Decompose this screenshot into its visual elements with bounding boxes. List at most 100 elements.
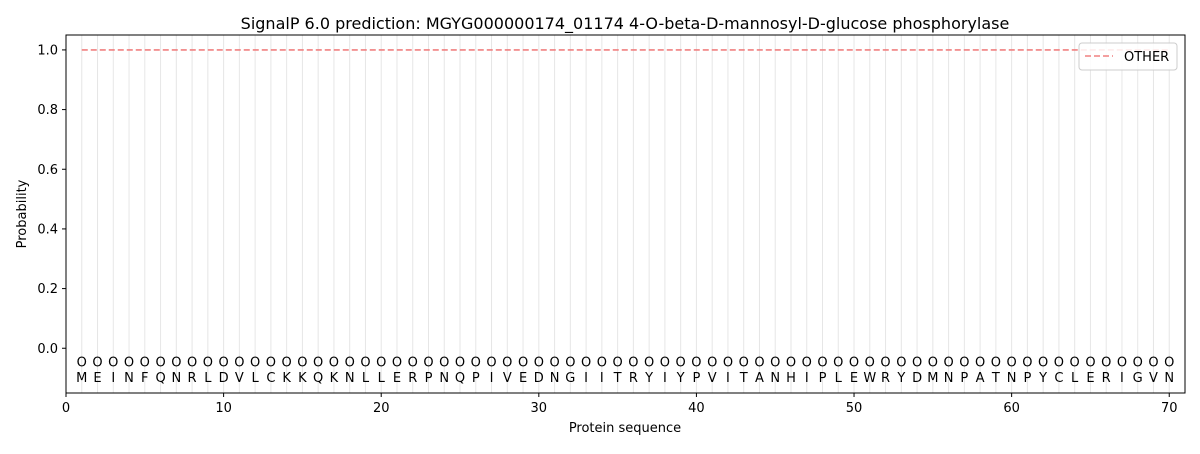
region-mark: O [218, 356, 228, 371]
region-mark: O [833, 356, 843, 371]
region-mark: O [187, 356, 197, 371]
sequence-residue: G [565, 371, 575, 386]
sequence-residue: V [1149, 371, 1158, 386]
region-mark: O [723, 356, 733, 371]
x-tick-label: 40 [688, 401, 705, 416]
region-mark: O [912, 356, 922, 371]
legend-label-other: OTHER [1124, 50, 1169, 65]
region-mark: O [250, 356, 260, 371]
sequence-residue: I [726, 371, 730, 386]
region-mark: O [660, 356, 670, 371]
region-mark: O [802, 356, 812, 371]
sequence-residue: E [850, 371, 858, 386]
sequence-residue: Y [896, 371, 905, 386]
plot-frame [65, 34, 1186, 394]
legend-box [1078, 42, 1178, 71]
sequence-residue: V [235, 371, 244, 386]
region-mark: O [959, 356, 969, 371]
sequence-residue: L [1071, 371, 1079, 386]
sequence-residue: D [534, 371, 544, 386]
sequence-residue: K [298, 371, 307, 386]
region-mark: O [676, 356, 686, 371]
region-mark: O [234, 356, 244, 371]
sequence-residue: L [378, 371, 386, 386]
sequence-residue: P [472, 371, 480, 386]
region-mark: O [880, 356, 890, 371]
region-mark: O [486, 356, 496, 371]
region-mark: O [313, 356, 323, 371]
region-mark: O [534, 356, 544, 371]
sequence-residue: Q [313, 371, 323, 386]
sequence-residue: E [519, 371, 527, 386]
sequence-residue: Q [455, 371, 465, 386]
sequence-residue: T [739, 371, 748, 386]
region-mark: O [1070, 356, 1080, 371]
sequence-residue: E [93, 371, 101, 386]
x-axis-label: Protein sequence [569, 421, 681, 436]
sequence-residue: R [408, 371, 417, 386]
region-mark: O [124, 356, 134, 371]
sequence-residue: N [770, 371, 780, 386]
region-mark: O [644, 356, 654, 371]
region-mark: O [707, 356, 717, 371]
sequence-residue: Y [1038, 371, 1047, 386]
region-mark: O [408, 356, 418, 371]
sequence-residue: V [503, 371, 512, 386]
region-mark: O [1007, 356, 1017, 371]
region-mark: O [1101, 356, 1111, 371]
region-mark: O [392, 356, 402, 371]
sequence-residue: I [663, 371, 667, 386]
y-axis-label: Probability [15, 179, 30, 248]
legend: OTHER [1078, 42, 1178, 71]
region-mark: O [1117, 356, 1127, 371]
sequence-residue: Q [155, 371, 165, 386]
region-mark: O [1133, 356, 1143, 371]
region-mark: O [155, 356, 165, 371]
x-tick-label: 20 [373, 401, 390, 416]
region-mark: O [817, 356, 827, 371]
sequence-residue: N [944, 371, 954, 386]
x-axis: 0 10 20 30 40 50 60 70 [62, 393, 1178, 416]
region-mark: O [613, 356, 623, 371]
sequence-residue: R [1102, 371, 1111, 386]
y-tick-label: 1.0 [37, 43, 58, 58]
sequence-residue: P [693, 371, 701, 386]
region-mark: O [1038, 356, 1048, 371]
sequence-residue: N [124, 371, 134, 386]
sequence-residue: H [786, 371, 796, 386]
x-tick-label: 60 [1003, 401, 1020, 416]
region-mark: O [691, 356, 701, 371]
sequence-residue: A [755, 371, 764, 386]
sequence-residue: N [439, 371, 449, 386]
x-tick-label: 10 [215, 401, 232, 416]
sequence-residue: E [1086, 371, 1094, 386]
x-tick-label: 30 [531, 401, 548, 416]
region-mark: O [171, 356, 181, 371]
sequence-residue: L [835, 371, 843, 386]
sequence-residue: I [584, 371, 588, 386]
region-mark: O [581, 356, 591, 371]
region-mark: O [1148, 356, 1158, 371]
region-mark: O [991, 356, 1001, 371]
sequence-residue: R [629, 371, 638, 386]
sequence-residue: P [960, 371, 968, 386]
sequence-residue: P [425, 371, 433, 386]
region-mark: O [518, 356, 528, 371]
region-mark: O [376, 356, 386, 371]
sequence-residue: F [141, 371, 148, 386]
sequence-residue: P [819, 371, 827, 386]
sequence-residue: M [927, 371, 938, 386]
sequence-residue: Y [644, 371, 653, 386]
sequence-residue: Y [676, 371, 685, 386]
sequence-residue: G [1133, 371, 1143, 386]
sequence-residue: N [345, 371, 355, 386]
region-mark: O [770, 356, 780, 371]
region-mark: O [360, 356, 370, 371]
sequence-residue: L [362, 371, 370, 386]
region-mark: O [266, 356, 276, 371]
region-mark: O [739, 356, 749, 371]
region-mark: O [1054, 356, 1064, 371]
sequence-residue: K [282, 371, 291, 386]
